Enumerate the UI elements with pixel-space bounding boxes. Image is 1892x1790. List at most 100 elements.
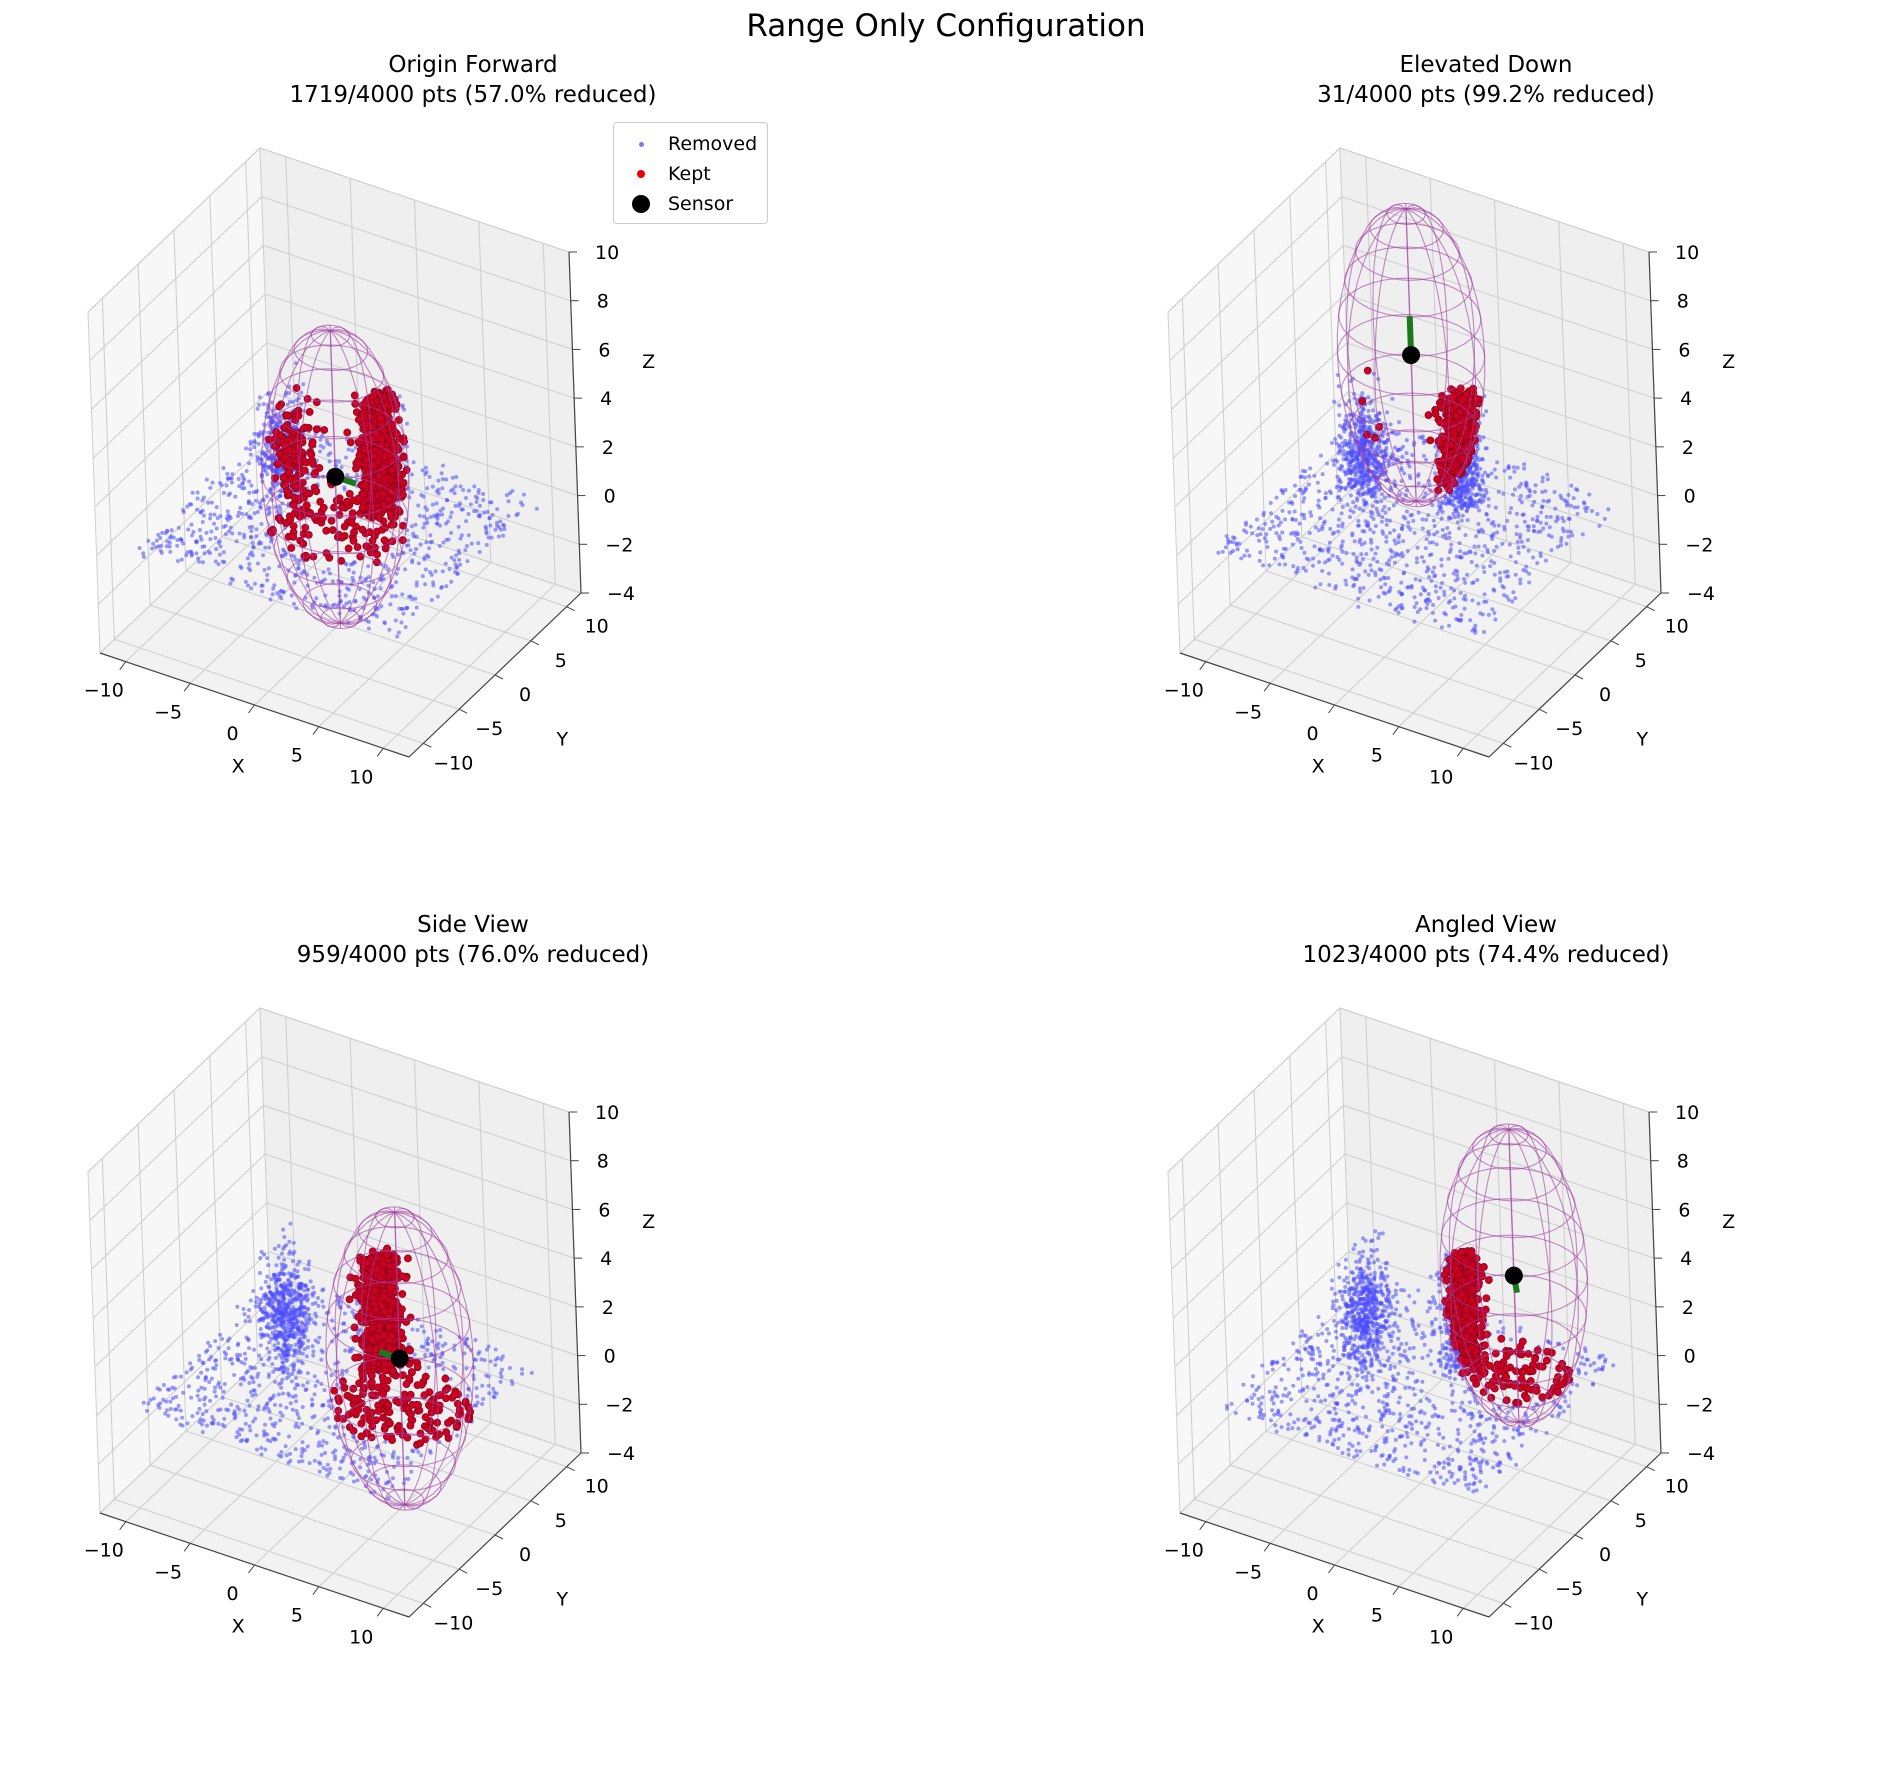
removed-point — [197, 1397, 202, 1402]
removed-point — [477, 550, 482, 555]
removed-point — [1357, 586, 1362, 591]
removed-point — [207, 1357, 212, 1362]
removed-point — [464, 519, 469, 524]
removed-point — [1453, 578, 1458, 583]
removed-point — [431, 580, 436, 585]
removed-point — [342, 487, 347, 492]
removed-point — [1373, 418, 1378, 423]
removed-point — [1387, 461, 1392, 466]
removed-point — [1472, 544, 1477, 549]
removed-point — [1359, 438, 1364, 443]
removed-point — [293, 557, 298, 562]
removed-point — [1414, 601, 1419, 606]
removed-point — [498, 1371, 503, 1376]
removed-point — [1361, 407, 1366, 412]
removed-point — [1425, 565, 1430, 570]
removed-point — [515, 511, 520, 516]
grid-line-z-back — [263, 244, 573, 350]
series-removed-points — [141, 1221, 534, 1501]
kept-point — [322, 526, 331, 535]
removed-point — [1566, 493, 1571, 498]
removed-point — [273, 1421, 278, 1426]
removed-point — [417, 513, 422, 518]
removed-point — [252, 445, 257, 450]
removed-point — [1379, 499, 1384, 504]
removed-point — [1397, 492, 1402, 497]
removed-point — [347, 600, 352, 605]
x-tick-label: 0 — [226, 723, 238, 745]
removed-point — [319, 1452, 324, 1457]
y-tick — [458, 1568, 468, 1574]
grid-line-z-left — [1172, 293, 1346, 459]
removed-point — [1331, 462, 1336, 467]
removed-point — [420, 468, 425, 473]
kept-point — [275, 450, 284, 458]
kept-point — [379, 467, 388, 476]
removed-point — [534, 506, 539, 511]
removed-point — [498, 519, 503, 524]
removed-point — [474, 499, 479, 504]
removed-point — [229, 476, 234, 481]
z-tick-label: −2 — [1685, 534, 1713, 556]
removed-point — [436, 478, 441, 483]
removed-point — [312, 575, 317, 580]
removed-point — [235, 1343, 240, 1348]
removed-point — [1483, 470, 1488, 475]
removed-point — [1572, 505, 1577, 510]
removed-point — [1518, 577, 1523, 582]
removed-point — [473, 1337, 478, 1342]
removed-point — [1369, 540, 1374, 545]
removed-point — [434, 514, 439, 519]
removed-point — [1445, 526, 1450, 531]
removed-point — [1407, 464, 1412, 469]
removed-point — [179, 538, 184, 543]
removed-point — [200, 519, 205, 524]
removed-point — [1432, 574, 1437, 579]
removed-point — [1350, 531, 1355, 536]
removed-point — [1400, 454, 1405, 459]
removed-point — [245, 1437, 250, 1442]
removed-point — [1426, 529, 1431, 534]
removed-point — [1541, 526, 1546, 531]
removed-point — [295, 1412, 300, 1417]
removed-point — [277, 593, 282, 598]
kept-point — [299, 539, 308, 548]
removed-point — [293, 1447, 298, 1452]
removed-point — [482, 1358, 487, 1363]
removed-point — [409, 472, 414, 477]
parallel-line — [264, 475, 409, 555]
removed-point — [258, 500, 263, 505]
removed-point — [475, 1400, 480, 1405]
removed-point — [1480, 553, 1485, 558]
removed-point — [353, 445, 358, 450]
removed-point — [257, 402, 262, 407]
removed-point — [1317, 560, 1322, 565]
removed-point — [1547, 525, 1552, 530]
removed-point — [1519, 481, 1524, 486]
removed-point — [1366, 455, 1371, 460]
removed-point — [1518, 581, 1523, 586]
removed-point — [422, 521, 427, 526]
removed-point — [351, 570, 356, 575]
legend-item-removed: Removed — [624, 129, 757, 159]
kept-point — [358, 525, 367, 534]
removed-point — [184, 553, 189, 558]
removed-point — [1330, 507, 1335, 512]
removed-point — [1558, 543, 1563, 548]
removed-point — [200, 498, 205, 503]
removed-point — [1308, 466, 1313, 471]
removed-point — [438, 523, 443, 528]
kept-point — [351, 400, 360, 408]
y-axis-label: Y — [556, 1589, 569, 1611]
kept-point — [308, 440, 317, 449]
removed-point — [1524, 481, 1529, 486]
removed-point — [1347, 444, 1352, 449]
removed-point — [426, 554, 431, 559]
removed-point — [353, 598, 358, 603]
y-tick-label: 0 — [519, 684, 531, 706]
removed-point — [247, 525, 252, 530]
removed-point — [457, 503, 462, 508]
removed-point — [1510, 492, 1515, 497]
removed-point — [275, 482, 280, 487]
